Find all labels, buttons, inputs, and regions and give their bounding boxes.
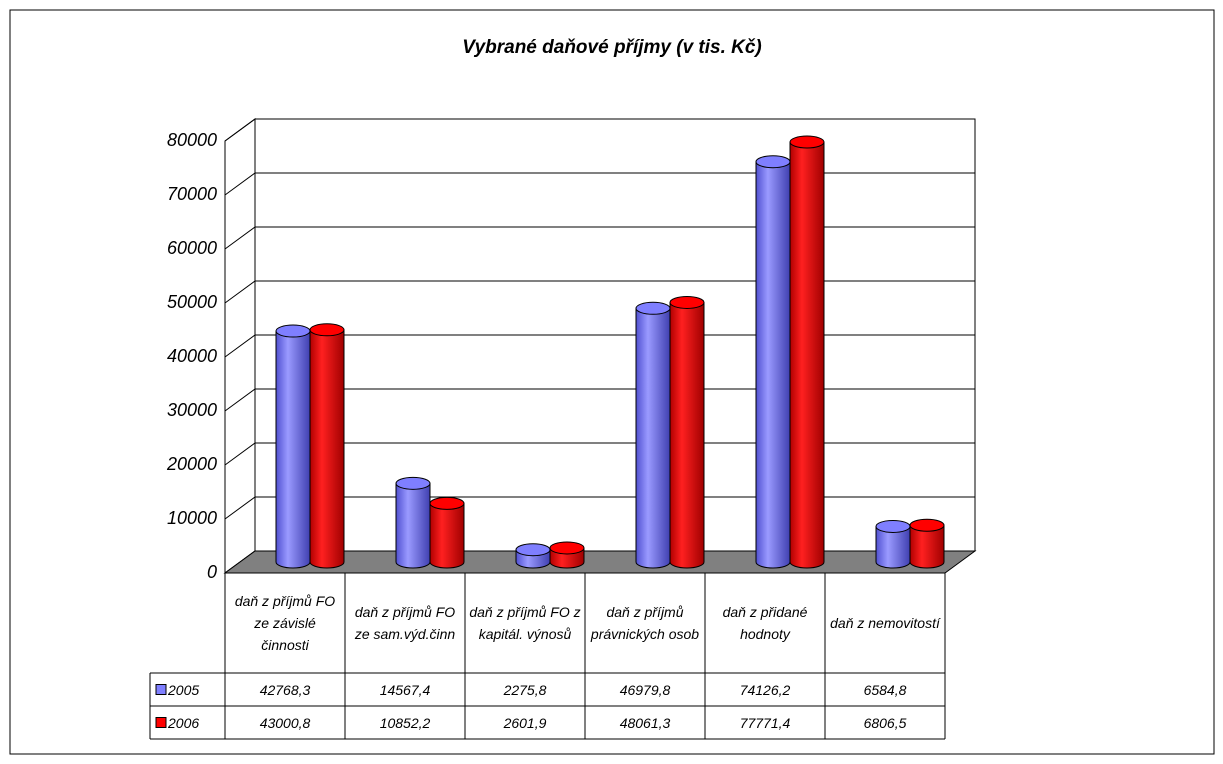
grid-line: [224, 172, 975, 196]
data-table-value: 2275,8: [503, 681, 547, 698]
bar: [275, 324, 311, 569]
grid-line: [224, 442, 975, 466]
bar: [549, 541, 585, 569]
y-tick-label: 10000: [167, 508, 217, 528]
bar: [309, 323, 345, 569]
category-label: daň z příjmů FO z kapitál. výnosů: [469, 604, 581, 642]
legend-label: 2005: [168, 681, 200, 698]
bar: [429, 496, 465, 569]
bar: [669, 295, 705, 569]
bar: [635, 301, 671, 569]
category-label: daň z příjmů FO ze sam.výd.činn: [354, 604, 456, 642]
y-tick-label: 20000: [166, 454, 217, 474]
chart-title: Vybrané daňové příjmy (v tis. Kč): [462, 37, 762, 58]
bar: [395, 476, 431, 569]
grid-line: [224, 118, 975, 142]
data-table-value: 6806,5: [863, 714, 907, 731]
data-table-value: 2601,9: [503, 714, 547, 731]
data-table-value: 10852,2: [379, 714, 431, 731]
category-label: daň z příjmů FO ze závislé činnosti: [234, 593, 336, 653]
legend-key: [155, 717, 167, 728]
bar: [875, 519, 911, 569]
y-tick-label: 30000: [167, 400, 217, 420]
chart-border: [9, 9, 1215, 755]
bar: [909, 518, 945, 569]
y-tick-label: 70000: [167, 184, 217, 204]
y-tick-label: 80000: [167, 130, 217, 150]
y-tick-label: 60000: [167, 238, 217, 258]
data-table-value: 46979,8: [619, 681, 671, 698]
legend-label: 2006: [168, 714, 200, 731]
data-table-value: 74126,2: [739, 681, 791, 698]
data-table-value: 14567,4: [379, 681, 431, 698]
grid-line: [224, 226, 975, 250]
bar: [789, 135, 825, 569]
category-label: daň z příjmů právnických osob: [590, 604, 700, 642]
grid-line: [224, 496, 975, 520]
data-table-value: 48061,3: [619, 714, 671, 731]
y-tick-label: 40000: [167, 346, 217, 366]
bar: [755, 155, 791, 569]
grid-line: [224, 334, 975, 358]
data-table-value: 43000,8: [259, 714, 311, 731]
grid-line: [224, 388, 975, 412]
y-tick-label: 0: [207, 562, 217, 582]
data-table-value: 77771,4: [739, 714, 791, 731]
bar: [515, 543, 551, 569]
grid-line: [224, 280, 975, 304]
data-table-value: 6584,8: [863, 681, 907, 698]
legend-key: [155, 684, 167, 695]
category-label: daň z nemovitostí: [830, 615, 940, 631]
y-tick-label: 50000: [167, 292, 217, 312]
data-table-value: 42768,3: [259, 681, 311, 698]
category-label: daň z přidané hodnoty: [722, 604, 808, 642]
